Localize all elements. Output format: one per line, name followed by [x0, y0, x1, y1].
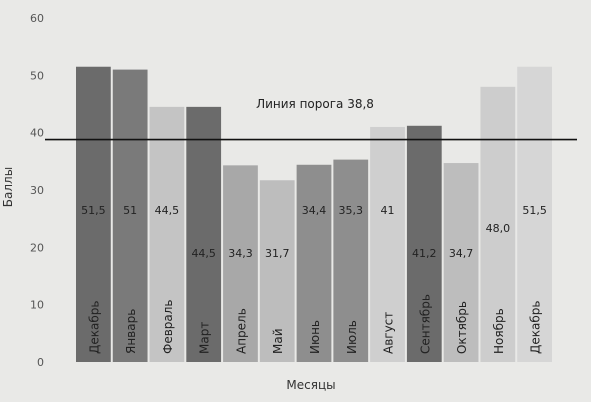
category-label: Июнь	[308, 320, 322, 354]
bar	[443, 163, 479, 362]
bar	[112, 69, 148, 362]
bar-value-label: 31,7	[265, 247, 290, 260]
category-label: Январь	[124, 309, 138, 354]
bar-value-label: 34,7	[449, 247, 474, 260]
bar-value-label: 35,3	[339, 204, 364, 217]
bar-series	[76, 66, 552, 363]
bar-value-label: 44,5	[155, 204, 180, 217]
bar	[223, 165, 258, 362]
bar-value-label: 48,0	[486, 222, 511, 235]
bar	[296, 164, 332, 362]
threshold-group: Линия порога 38,8	[45, 97, 577, 141]
category-label: Май	[271, 328, 285, 354]
category-label: Декабрь	[529, 301, 543, 354]
y-tick-label: 20	[30, 241, 44, 254]
category-label: Июль	[345, 320, 359, 354]
bar-labels: 51,5 Декабрь 51 Январь 44,5 Февраль 44,5 Март 34…	[81, 204, 547, 354]
category-label: Ноябрь	[492, 308, 506, 354]
threshold-label: Линия порога 38,8	[256, 97, 374, 111]
bar	[370, 126, 405, 362]
category-label: Март	[198, 322, 212, 354]
y-axis-ticks: 0 10 20 30 40 50 60	[30, 12, 44, 369]
bar	[149, 106, 185, 362]
bar	[186, 106, 222, 362]
bar	[76, 66, 111, 362]
bar-value-label: 51,5	[81, 204, 106, 217]
bar-value-label: 34,4	[302, 204, 327, 217]
category-label: Апрель	[234, 308, 248, 354]
bar-value-label: 41,2	[412, 247, 437, 260]
y-tick-label: 10	[30, 299, 44, 312]
bar-value-label: 51	[123, 204, 137, 217]
category-label: Август	[382, 312, 396, 354]
x-axis-title: Месяцы	[286, 378, 335, 392]
bar	[406, 125, 442, 362]
bar-value-label: 34,3	[228, 247, 253, 260]
y-tick-label: 0	[37, 356, 44, 369]
bar	[333, 159, 369, 362]
y-tick-label: 30	[30, 184, 44, 197]
bar-value-label: 41	[381, 204, 395, 217]
y-tick-label: 60	[30, 12, 44, 25]
category-label: Февраль	[161, 300, 175, 355]
bar	[517, 66, 552, 362]
category-label: Сентябрь	[418, 294, 432, 354]
bar	[259, 180, 295, 362]
y-tick-label: 40	[30, 127, 44, 140]
category-label: Октябрь	[455, 301, 469, 354]
bar-value-label: 44,5	[191, 247, 216, 260]
bar-value-label: 51,5	[522, 204, 547, 217]
bar	[480, 86, 516, 363]
y-axis-title: Баллы	[1, 167, 15, 207]
y-tick-label: 50	[30, 69, 44, 82]
category-label: Декабрь	[87, 301, 101, 354]
